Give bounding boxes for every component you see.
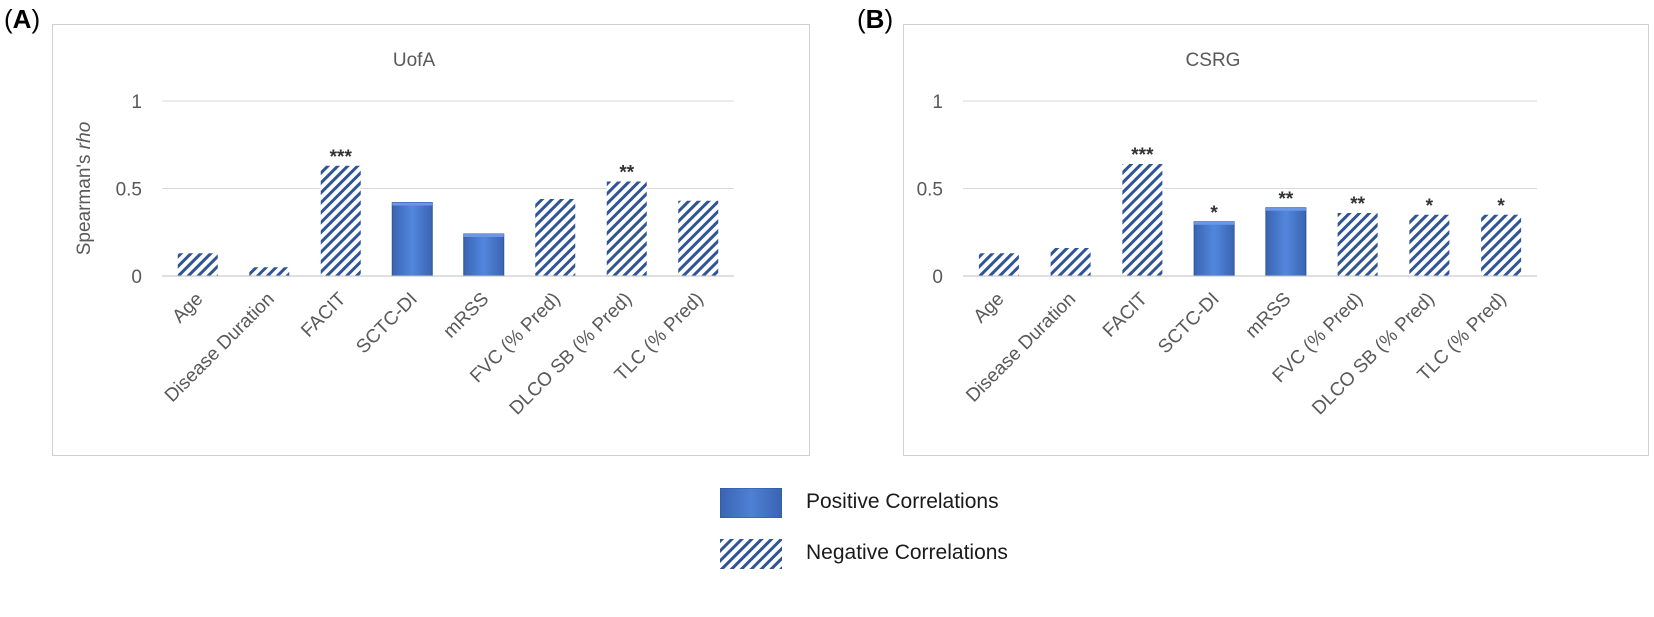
significance-label: * xyxy=(1426,196,1434,217)
bar-top-highlight xyxy=(1194,221,1235,225)
bar-age xyxy=(177,253,218,276)
bar-sctc-di xyxy=(391,202,433,277)
bar-age xyxy=(978,253,1019,276)
bar-disease-duration xyxy=(1050,248,1091,276)
bar-top-highlight xyxy=(1265,207,1306,211)
bar-dlco-sb-pred xyxy=(606,181,647,276)
significance-label: ** xyxy=(1350,194,1365,215)
chart-title: UofA xyxy=(393,50,436,71)
bar-tlc-pred xyxy=(1481,214,1522,276)
y-tick-label: 1 xyxy=(932,92,943,113)
y-tick-label: 0 xyxy=(932,267,943,288)
legend-positive: Positive Correlations xyxy=(720,484,1140,524)
bar-mrss xyxy=(1265,207,1307,277)
bar-fvc-pred xyxy=(535,199,576,276)
bar-disease-duration xyxy=(249,267,290,276)
significance-label: ** xyxy=(1278,189,1293,210)
bar-sctc-di xyxy=(1193,221,1235,277)
chart-title: CSRG xyxy=(1186,50,1241,71)
significance-label: * xyxy=(1497,196,1505,217)
bar-fvc-pred xyxy=(1337,213,1378,276)
bar-mrss xyxy=(463,233,505,277)
bar-facit xyxy=(1122,164,1163,276)
bar-top-highlight xyxy=(463,234,504,237)
y-tick-label: 1 xyxy=(131,92,142,113)
bar-tlc-pred xyxy=(678,200,719,276)
legend-negative: Negative Correlations xyxy=(720,535,1140,575)
bar-dlco-sb-pred xyxy=(1409,214,1450,276)
y-tick-label: 0 xyxy=(131,267,142,288)
bar-facit xyxy=(320,165,361,276)
significance-label: *** xyxy=(330,147,353,168)
significance-label: *** xyxy=(1131,145,1154,166)
y-tick-label: 0.5 xyxy=(116,180,142,201)
y-axis-label: Spearman's rho xyxy=(74,122,95,256)
significance-label: ** xyxy=(619,163,634,184)
legend-negative-label: Negative Correlations xyxy=(806,541,1008,564)
y-tick-label: 0.5 xyxy=(917,180,943,201)
legend-negative-swatch xyxy=(720,539,782,569)
significance-label: * xyxy=(1210,203,1218,224)
bar-top-highlight xyxy=(392,202,433,206)
panel-label-a: (A) xyxy=(4,4,41,34)
legend-positive-label: Positive Correlations xyxy=(806,490,999,513)
panel-label-b: (B) xyxy=(857,4,894,34)
legend-positive-swatch xyxy=(720,488,782,518)
